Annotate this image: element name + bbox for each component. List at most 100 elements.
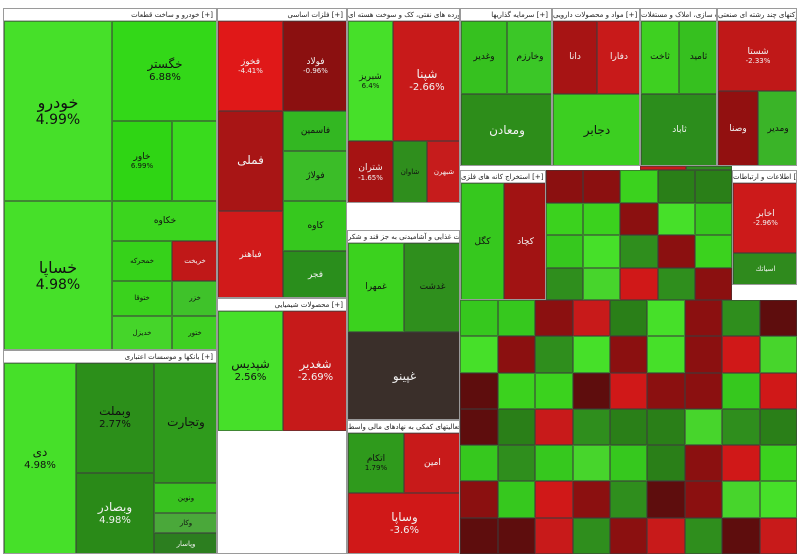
treemap-tile[interactable]: ونوين [154, 483, 216, 513]
treemap-tile[interactable] [610, 336, 648, 373]
treemap-tile[interactable] [497, 336, 535, 373]
treemap-tile[interactable]: شتران -1.65% [348, 141, 393, 202]
treemap-tile[interactable] [684, 517, 723, 554]
treemap-tile[interactable]: دجابر [553, 94, 639, 165]
treemap-tile[interactable]: امين [404, 433, 459, 493]
treemap-tile[interactable]: ثاباد [641, 94, 716, 165]
treemap-tile[interactable]: ختوقا [112, 281, 172, 316]
treemap-tile[interactable]: دانا [553, 21, 597, 94]
treemap-tile[interactable]: اتكام 1.79% [348, 433, 404, 493]
treemap-tile[interactable] [694, 202, 732, 235]
treemap-tile[interactable] [546, 267, 584, 300]
treemap-tile[interactable]: وپاسار [154, 533, 216, 553]
treemap-tile[interactable] [686, 166, 732, 170]
sector-header[interactable]: مواد و محصولات دارویی [+] [553, 9, 639, 21]
treemap-tile[interactable] [620, 202, 658, 235]
treemap-tile[interactable]: غمهرا [348, 243, 404, 332]
treemap-tile[interactable] [610, 445, 648, 482]
treemap-tile[interactable] [572, 445, 610, 482]
treemap-tile[interactable] [610, 481, 648, 518]
treemap-tile[interactable]: خساپا 4.98% [4, 201, 112, 349]
sector-header[interactable]: محصولات غذایی و آشامیدنی به جز قند و شکر… [348, 231, 459, 243]
treemap-tile[interactable] [684, 481, 723, 518]
treemap-tile[interactable] [620, 267, 658, 300]
treemap-tile[interactable] [647, 481, 685, 518]
treemap-tile[interactable] [583, 267, 621, 300]
treemap-tile[interactable]: وخارزم [507, 21, 551, 94]
treemap-tile[interactable]: وبصادر 4.98% [76, 473, 154, 553]
treemap-tile[interactable]: خزر [172, 281, 216, 316]
treemap-sector[interactable]: محصولات شیمیایی [+] شپدیس 2.56% شغدیر -2.69% [217, 298, 347, 554]
treemap-tile[interactable]: شستا -2.33% [718, 21, 796, 91]
treemap-tile[interactable] [546, 170, 584, 203]
treemap-tile[interactable] [535, 445, 573, 482]
treemap-tile[interactable] [572, 481, 610, 518]
treemap-tile[interactable]: وصنا [718, 91, 758, 165]
treemap-tile[interactable]: دی 4.98% [4, 363, 76, 553]
treemap-tile[interactable] [722, 300, 760, 337]
treemap-sector[interactable]: بانکها و موسسات اعتباری [+] دی 4.98% وبملت 2… [3, 350, 217, 554]
treemap-tile[interactable] [572, 336, 610, 373]
treemap-tile[interactable] [535, 372, 573, 409]
sector-header[interactable]: فلزات اساسی [+] [218, 9, 346, 21]
treemap-tile[interactable] [722, 408, 760, 446]
treemap-tile[interactable]: وكار [154, 513, 216, 533]
treemap-tile[interactable]: فباهنر [218, 211, 283, 297]
treemap-tile[interactable] [759, 300, 797, 337]
treemap-tile[interactable] [640, 166, 686, 170]
treemap-tile[interactable] [722, 336, 760, 373]
treemap-tile[interactable] [759, 408, 797, 446]
treemap-tile[interactable] [722, 517, 760, 554]
treemap-tile[interactable] [583, 235, 621, 268]
sector-header[interactable]: شرکتهای چند رشته ای صنعتی [+] [718, 9, 796, 21]
treemap-tile[interactable] [460, 517, 498, 554]
treemap-tile[interactable] [647, 408, 685, 446]
treemap-tile[interactable] [546, 202, 584, 235]
treemap-sector[interactable]: سرمایه گذاریها [+] وغدير وخارزم ومعادن [460, 8, 552, 166]
treemap-tile[interactable]: فخوز -4.41% [218, 21, 283, 111]
treemap-tile[interactable] [535, 517, 573, 554]
treemap-tile[interactable] [460, 481, 498, 518]
sector-header[interactable]: فراورده های نفتی، کک و سوخت هسته ای [+] [348, 9, 459, 21]
treemap-tile[interactable] [572, 408, 610, 446]
treemap-tile[interactable]: خودرو 4.99% [4, 21, 112, 201]
treemap-sector[interactable]: فلزات اساسی [+] فولاد -0.96% فخوز -4.41% فملی… [217, 8, 347, 298]
treemap-tile[interactable]: فجر [283, 251, 346, 297]
treemap-tile[interactable]: فملی [218, 111, 283, 211]
treemap-tile[interactable] [535, 408, 573, 446]
treemap-tile[interactable] [722, 445, 760, 482]
treemap-tile[interactable] [759, 517, 797, 554]
treemap-tile[interactable]: وغدير [461, 21, 507, 94]
treemap-tile[interactable] [460, 372, 498, 409]
sector-header[interactable]: محصولات شیمیایی [+] [218, 299, 346, 311]
treemap-tile[interactable] [684, 408, 723, 446]
sector-header[interactable]: فعالیتهای کمکی به نهادهای مالی واسط [+] [348, 421, 459, 433]
treemap-tile[interactable] [535, 336, 573, 373]
treemap-tile[interactable] [460, 336, 498, 373]
treemap-tile[interactable] [684, 445, 723, 482]
treemap-tile[interactable]: فولاد -0.96% [283, 21, 346, 111]
treemap-tile[interactable]: فولاژ [283, 151, 346, 201]
treemap-tile[interactable] [546, 235, 584, 268]
treemap-tile[interactable] [610, 517, 648, 554]
sector-header[interactable]: اطلاعات و ارتباطات [+] [733, 171, 796, 183]
treemap-tile[interactable]: وبملت 2.77% [76, 363, 154, 473]
treemap-tile[interactable] [620, 235, 658, 268]
treemap-tile[interactable]: خكاوه [112, 201, 216, 241]
treemap-tile[interactable]: خگستر 6.88% [112, 21, 216, 121]
treemap-tile[interactable] [460, 408, 498, 446]
treemap-sector[interactable]: مواد و محصولات دارویی [+] دانا دفارا دجابر [552, 8, 640, 166]
treemap-sector[interactable]: فراورده های نفتی، کک و سوخت هسته ای [+]ش… [347, 8, 460, 203]
treemap-tile[interactable]: ثامید [679, 21, 716, 94]
treemap-tile[interactable]: وساپا -3.6% [348, 493, 459, 553]
treemap-tile[interactable] [583, 202, 621, 235]
treemap-tile[interactable]: خاور 6.99% [112, 121, 172, 201]
treemap-tile[interactable] [620, 170, 658, 203]
treemap-tile[interactable]: شپنا -2.66% [393, 21, 459, 141]
treemap-tile[interactable] [497, 372, 535, 409]
treemap-tile[interactable] [722, 372, 760, 409]
treemap-tile[interactable]: ختور [172, 316, 216, 349]
treemap-tile[interactable]: ومدير [758, 91, 796, 165]
sector-header[interactable]: سرمایه گذاریها [+] [461, 9, 551, 21]
sector-header[interactable]: خودرو و ساخت قطعات [+] [4, 9, 216, 21]
